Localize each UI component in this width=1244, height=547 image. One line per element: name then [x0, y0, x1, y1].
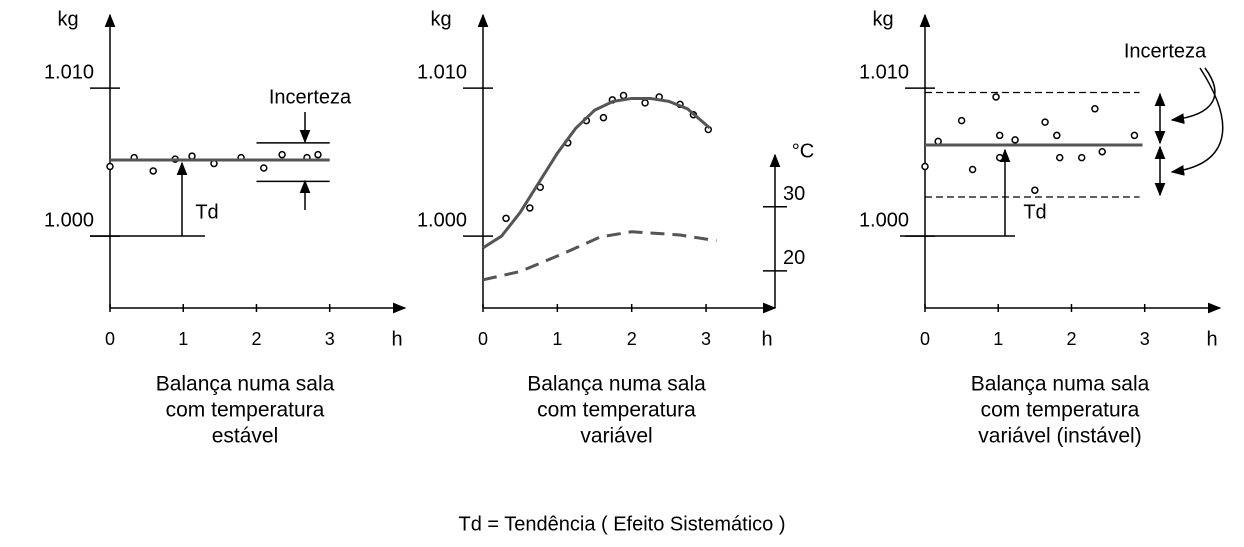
x-tick-label: 0 [920, 329, 930, 349]
data-point [526, 204, 534, 212]
data-point [599, 113, 608, 122]
x-tick-label: 2 [1066, 329, 1076, 349]
y-tick-label: 1.010 [44, 61, 94, 83]
y-tick-label: 1.000 [417, 209, 467, 231]
x-tick-label: 1 [552, 329, 562, 349]
data-point [992, 93, 1000, 101]
x-axis-label: h [391, 328, 402, 350]
y-axis-label: kg [872, 8, 893, 30]
data-point [934, 137, 942, 146]
series-line [482, 230, 717, 282]
caption: com temperatura [537, 399, 696, 422]
y-tick-label: 1.000 [859, 209, 909, 231]
data-point [1031, 186, 1039, 194]
data-point [502, 214, 510, 223]
x-tick-label: 1 [178, 329, 188, 349]
data-point [149, 167, 157, 175]
data-point [1098, 147, 1106, 156]
data-point [188, 152, 196, 160]
data-point [1077, 153, 1086, 162]
x-tick-label: 2 [251, 329, 261, 349]
data-point [995, 131, 1004, 140]
annotation: Incerteza [269, 86, 352, 108]
data-point [260, 164, 268, 172]
x-tick-label: 3 [325, 329, 335, 349]
data-point [314, 150, 322, 159]
y-axis-label: kg [57, 8, 78, 30]
caption: com temperatura [166, 399, 325, 422]
y2-tick-label: 30 [783, 183, 805, 205]
annotation: Td [1023, 201, 1046, 223]
data-point [278, 150, 286, 159]
x-axis-label: h [1206, 328, 1217, 350]
x-tick-label: 1 [993, 329, 1003, 349]
data-point [106, 162, 114, 171]
y-axis-label: kg [430, 8, 451, 30]
data-point [957, 116, 966, 125]
annotation: Incerteza [1124, 40, 1207, 62]
data-point [641, 99, 649, 107]
data-point [1053, 131, 1061, 140]
data-point [1091, 105, 1099, 113]
x-tick-label: 3 [701, 329, 711, 349]
x-tick-label: 2 [627, 329, 637, 349]
y-tick-label: 1.010 [859, 61, 909, 83]
data-point [1041, 118, 1049, 126]
x-axis-label: h [761, 328, 772, 350]
caption: Balança numa sala [971, 373, 1150, 396]
data-point [1055, 153, 1064, 162]
y-tick-label: 1.000 [44, 209, 94, 231]
caption: com temperatura [981, 399, 1140, 422]
data-point [995, 153, 1004, 162]
data-point [619, 91, 628, 100]
x-tick-label: 3 [1140, 329, 1150, 349]
data-point [921, 162, 929, 171]
brace-arrow [1170, 67, 1216, 124]
caption: Balança numa sala [527, 373, 706, 396]
annotation: Td [195, 201, 218, 223]
y2-axis-label: °C [792, 140, 814, 162]
x-tick-label: 0 [105, 329, 115, 349]
caption: variável [580, 425, 652, 448]
brace-arrow [1170, 67, 1224, 176]
y-tick-label: 1.010 [417, 61, 467, 83]
data-point [1130, 131, 1139, 140]
caption: estável [212, 425, 279, 448]
data-point [968, 165, 977, 174]
caption: variável (instável) [978, 425, 1141, 448]
series-line [482, 96, 711, 250]
caption: Balança numa sala [156, 373, 335, 396]
data-point [1011, 136, 1019, 144]
x-tick-label: 0 [478, 329, 488, 349]
footnote: Td = Tendência ( Efeito Sistemático ) [458, 513, 785, 535]
y2-tick-label: 20 [783, 247, 805, 269]
